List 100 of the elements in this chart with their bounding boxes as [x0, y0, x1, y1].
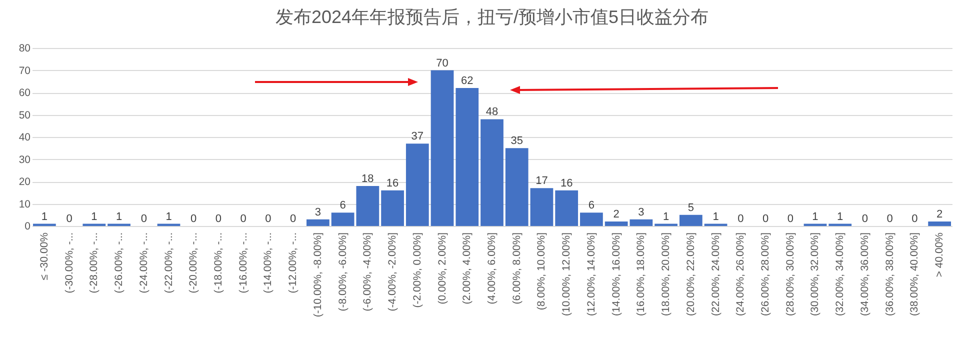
x-tick-label: (-8.00%, -6.00%] [336, 232, 349, 312]
x-tick-label: (-2.00%, 0.00%] [411, 232, 424, 308]
bar [505, 148, 528, 226]
y-tick-label: 50 [18, 109, 31, 122]
x-tick-label: (-18.00%, -... [212, 232, 224, 294]
x-tick-label: (20.00%, 22.00%] [684, 232, 697, 316]
data-label: 1 [712, 210, 719, 223]
data-label: 2 [936, 208, 943, 221]
data-label: 16 [560, 177, 573, 190]
y-tick-label: 60 [18, 87, 31, 99]
data-label: 6 [588, 200, 595, 212]
data-label: 1 [662, 210, 670, 223]
data-label: 0 [290, 213, 296, 225]
data-label: 3 [638, 206, 644, 218]
data-label: 0 [862, 213, 868, 225]
data-label: 1 [41, 210, 48, 223]
data-label: 0 [215, 213, 222, 225]
x-tick-label: (-6.00%, -4.00%] [362, 232, 374, 312]
data-label: 3 [314, 206, 322, 218]
x-tick-label: (-24.00%, -... [138, 232, 150, 294]
x-tick-label: (24.00%, 26.00%] [734, 232, 747, 316]
x-tick-label: (-10.00%, -8.00%] [312, 232, 324, 318]
bar [331, 212, 354, 226]
x-tick-label: (-12.00%, -... [287, 232, 300, 294]
x-tick-label: (32.00%, 34.00%] [834, 232, 846, 316]
x-tick-label: (16.00%, 18.00%] [635, 232, 648, 316]
x-tick-label: (0.00%, 2.00%] [436, 232, 448, 304]
data-label: 37 [411, 130, 424, 143]
data-label: 2 [613, 208, 620, 221]
data-label: 0 [886, 213, 893, 225]
data-label: 35 [510, 135, 523, 148]
x-tick-label: (28.00%, 30.00%] [784, 232, 796, 316]
x-tick-label: (6.00%, 8.00%] [510, 232, 523, 304]
y-tick-label: 40 [18, 132, 31, 144]
data-label: 18 [362, 172, 374, 185]
bar [630, 219, 653, 226]
y-tick-label: 70 [18, 64, 31, 77]
bar [604, 222, 628, 226]
y-tick-label: 80 [18, 42, 31, 54]
y-tick-label: 10 [18, 198, 31, 210]
bar [406, 144, 429, 226]
chart-title: 发布2024年年报预告后，扭亏/预增小市值5日收益分布 [275, 7, 709, 27]
data-label: 1 [837, 210, 844, 223]
x-tick-label: (-28.00%, -... [88, 232, 100, 294]
x-tick-label: ≤ -30.00% [38, 232, 50, 280]
data-label: 1 [116, 210, 122, 223]
x-tick-label: (38.00%, 40.00%] [908, 232, 921, 316]
x-tick-label: (-22.00%, -... [162, 232, 175, 294]
bar [555, 190, 578, 226]
data-label: 0 [265, 213, 272, 225]
x-tick-label: (4.00%, 6.00%] [486, 232, 498, 304]
data-label: 6 [340, 200, 346, 212]
bar [381, 190, 404, 226]
x-tick-label: (-30.00%, -... [63, 232, 76, 294]
data-label: 48 [486, 106, 498, 118]
data-label: 0 [787, 213, 794, 225]
bar [580, 212, 603, 226]
y-tick-label: 0 [24, 220, 31, 232]
x-tick-label: (14.00%, 16.00%] [610, 232, 622, 316]
x-tick-label: (-4.00%, -2.00%] [386, 232, 399, 312]
x-tick-label: > 40.00% [934, 232, 946, 278]
x-tick-label: (18.00%, 20.00%] [660, 232, 672, 316]
data-label: 0 [912, 213, 918, 225]
x-tick-label: (-20.00%, -... [188, 232, 200, 294]
x-tick-label: (12.00%, 14.00%] [585, 232, 598, 316]
x-tick-label: (-16.00%, -... [237, 232, 250, 294]
bar [456, 88, 479, 226]
data-label: 16 [386, 177, 399, 190]
x-tick-label: (2.00%, 4.00%] [461, 232, 474, 304]
x-tick-label: (10.00%, 12.00%] [560, 232, 573, 316]
data-label: 0 [762, 213, 769, 225]
x-tick-label: (-14.00%, -... [262, 232, 274, 294]
x-tick-label: (34.00%, 36.00%] [858, 232, 871, 316]
x-tick-label: (22.00%, 24.00%] [710, 232, 722, 316]
data-label: 62 [461, 75, 474, 88]
bar [430, 70, 454, 226]
data-label: 70 [436, 57, 448, 70]
y-tick-label: 20 [18, 176, 31, 188]
data-label: 1 [166, 210, 172, 223]
bar [530, 188, 554, 226]
bar [679, 214, 702, 226]
x-tick-label: (-26.00%, -... [113, 232, 126, 294]
bar [928, 222, 952, 226]
data-label: 17 [536, 175, 548, 188]
data-label: 0 [738, 213, 744, 225]
data-label: 5 [688, 202, 694, 214]
x-tick-label: (36.00%, 38.00%] [884, 232, 896, 316]
x-tick-label: (30.00%, 32.00%] [809, 232, 822, 316]
data-label: 0 [140, 213, 147, 225]
data-label: 0 [240, 213, 246, 225]
bar [480, 119, 504, 226]
x-tick-label: (8.00%, 10.00%] [536, 232, 548, 310]
data-label: 0 [66, 213, 72, 225]
bar [356, 186, 380, 226]
data-label: 1 [91, 210, 98, 223]
data-label: 1 [812, 210, 818, 223]
y-tick-label: 30 [18, 154, 31, 166]
x-tick-label: (26.00%, 28.00%] [760, 232, 772, 316]
bar [306, 219, 330, 226]
data-label: 0 [190, 213, 197, 225]
